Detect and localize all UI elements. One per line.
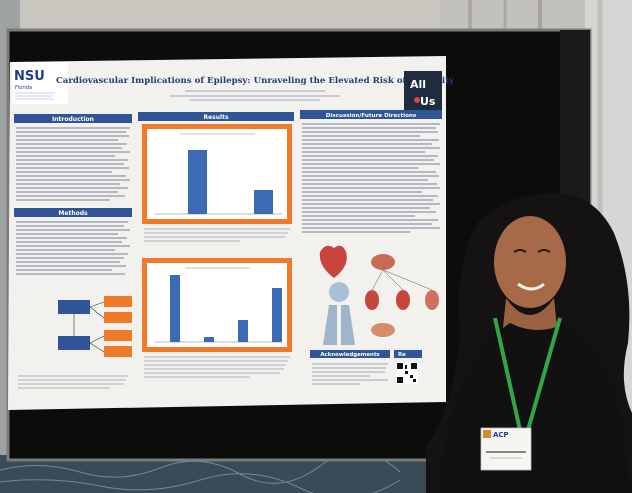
allofus-logo-line2: Us	[420, 95, 436, 108]
chart-2-bar-2	[204, 337, 214, 342]
discussion-banner	[300, 110, 442, 119]
poster-title: Cardiovascular Implications of Epilepsy:…	[56, 76, 455, 86]
acknowledgements-text-lines	[312, 363, 388, 385]
nsu-logo-sub: Florida	[15, 85, 32, 91]
discussion-heading: Discussion/Future Directions	[326, 113, 417, 119]
organ-illustration-2	[365, 290, 379, 310]
chart-2-bar-1	[170, 275, 180, 342]
nsu-logo-block	[12, 62, 68, 104]
acknowledgements-banner	[310, 350, 390, 358]
lanyard	[493, 317, 562, 431]
nsu-logo-lines	[15, 92, 55, 100]
poster: NSU Florida Cardiovascular Implications …	[8, 56, 455, 410]
anatomy-illustration	[319, 245, 439, 345]
introduction-banner	[14, 114, 132, 123]
organ-illustration-3	[396, 290, 410, 310]
methods-caption-lines	[18, 375, 128, 389]
results-heading: Results	[203, 114, 228, 121]
presenter-smile	[517, 282, 545, 291]
methods-flowchart	[58, 296, 132, 357]
chart-2-caption-lines	[144, 356, 290, 378]
introduction-text-lines	[16, 127, 130, 201]
organ-illustration-4	[425, 290, 439, 310]
presenter-face	[494, 216, 566, 308]
chart-2-plot-area	[147, 263, 287, 347]
chart-2-bar-3	[238, 320, 248, 342]
chart-1-caption-lines	[144, 228, 290, 242]
references-banner	[394, 350, 422, 358]
allofus-logo-line1: All	[410, 78, 426, 91]
presenter-person	[426, 193, 632, 493]
poster-authors	[170, 90, 340, 101]
methods-banner	[14, 208, 132, 217]
heart-illustration	[319, 245, 347, 278]
methods-heading: Methods	[58, 210, 88, 217]
organ-illustration-5	[371, 323, 395, 337]
results-chart-1	[142, 124, 292, 224]
body-illustration	[323, 305, 355, 345]
chart-2-bar-4	[272, 288, 282, 342]
qr-code	[396, 362, 418, 384]
presenter-eyes	[513, 249, 551, 253]
allofus-logo	[404, 71, 442, 111]
results-banner	[138, 112, 294, 121]
methods-text-lines	[16, 221, 130, 275]
acknowledgements-heading: Acknowledgements	[320, 352, 379, 358]
badge-logo-mark	[483, 430, 491, 438]
brain-illustration	[329, 282, 349, 302]
organ-illustration-1	[371, 254, 395, 270]
references-heading: Re	[398, 352, 406, 358]
chart-1-bar-1	[188, 150, 207, 214]
allofus-logo-dot	[414, 97, 420, 103]
nsu-logo: NSU	[14, 69, 45, 84]
chart-1-bar-2	[254, 190, 273, 214]
introduction-heading: Introduction	[52, 116, 94, 123]
discussion-text-lines	[302, 123, 440, 233]
results-chart-2	[142, 258, 292, 352]
badge-brand: ACP	[493, 431, 509, 439]
name-badge: ACP	[480, 427, 532, 471]
